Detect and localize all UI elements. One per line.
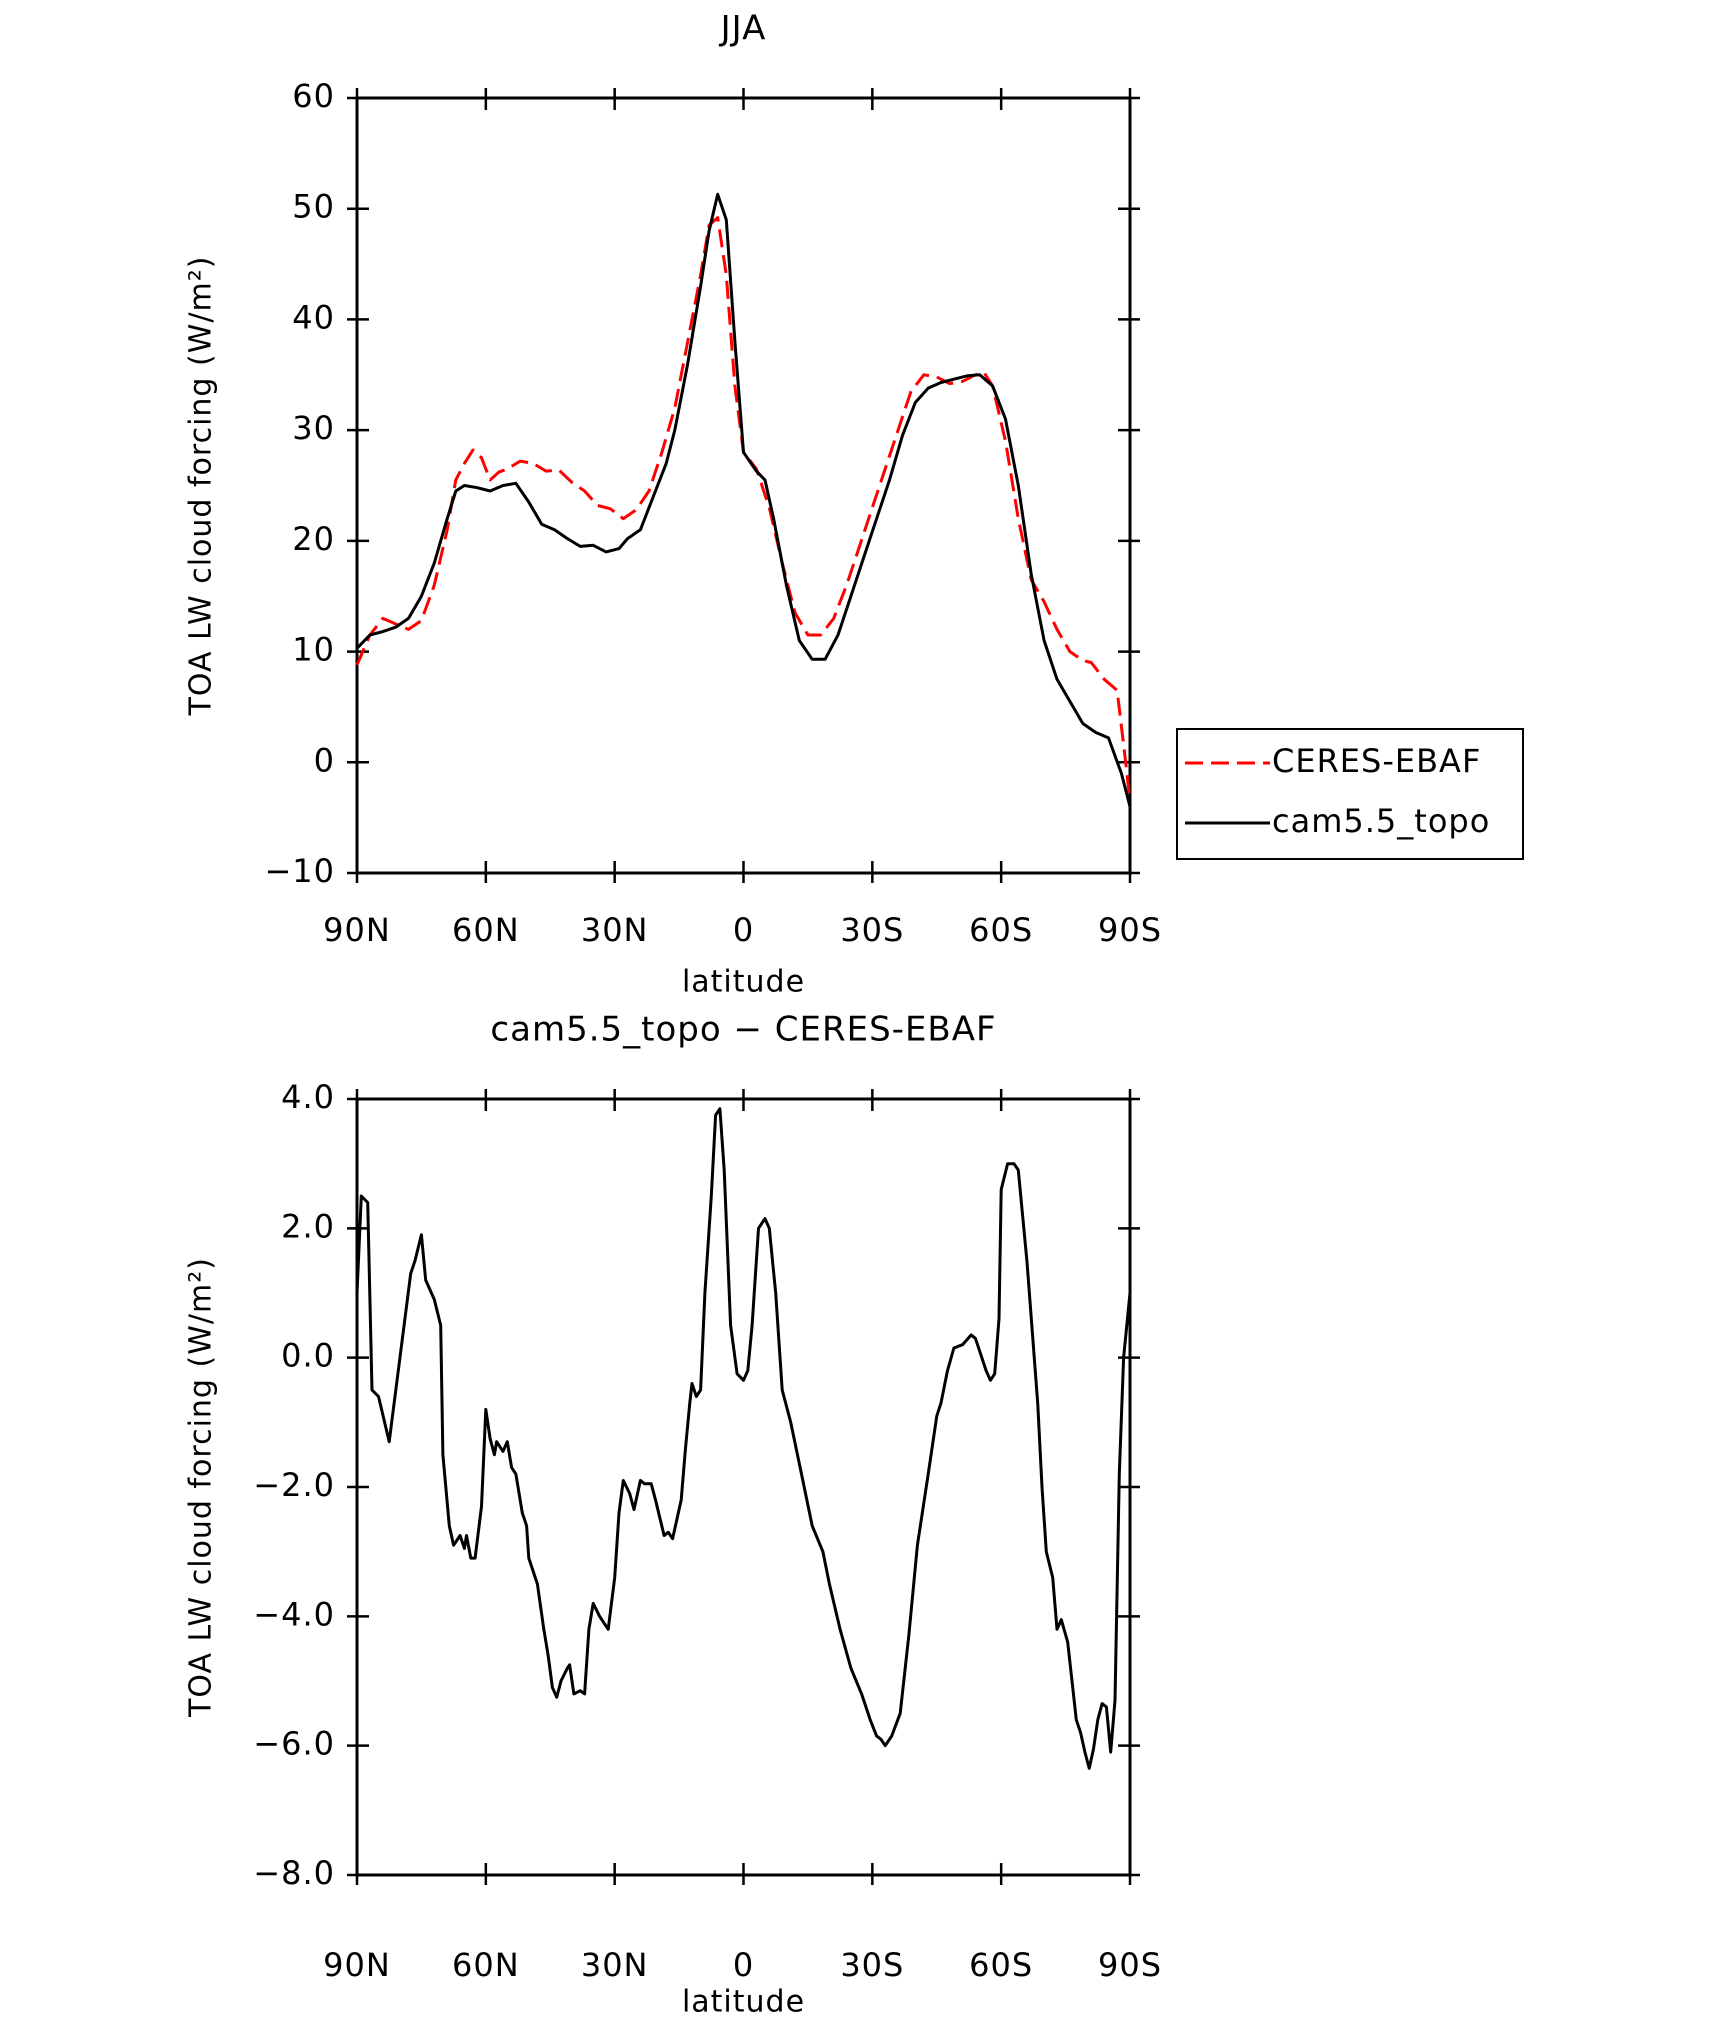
y-tick-label: 40 bbox=[292, 298, 335, 336]
y-tick-label: 30 bbox=[292, 409, 335, 447]
y-tick-label: 10 bbox=[292, 631, 335, 669]
y-tick-label: −10 bbox=[264, 852, 335, 890]
y-tick-label: 0.0 bbox=[281, 1337, 335, 1375]
data-line bbox=[355, 192, 1132, 807]
x-tick-label: 60S bbox=[969, 911, 1033, 949]
x-tick-label: 30N bbox=[581, 1946, 649, 1984]
x-tick-label: 90N bbox=[323, 1946, 391, 1984]
legend-label: cam5.5_topo bbox=[1272, 802, 1490, 840]
y-tick-label: 20 bbox=[292, 520, 335, 558]
data-line bbox=[355, 216, 1132, 802]
x-tick-label: 90S bbox=[1098, 1946, 1162, 1984]
legend-box bbox=[1176, 728, 1524, 860]
y-tick-label: 60 bbox=[292, 77, 335, 115]
y-tick-label: 2.0 bbox=[281, 1207, 335, 1245]
x-tick-label: 0 bbox=[733, 911, 754, 949]
x-tick-label: 90N bbox=[323, 911, 391, 949]
y-tick-label: −2.0 bbox=[253, 1466, 335, 1504]
y-tick-label: −6.0 bbox=[253, 1725, 335, 1763]
y-tick-label: 4.0 bbox=[281, 1078, 335, 1116]
y-axis-label: TOA LW cloud forcing (W/m²) bbox=[184, 1257, 219, 1718]
x-tick-label: 30N bbox=[581, 911, 649, 949]
x-axis-label: latitude bbox=[682, 1985, 805, 2020]
y-tick-label: 50 bbox=[292, 188, 335, 226]
x-tick-label: 30S bbox=[840, 1946, 904, 1984]
chart-title: cam5.5_topo − CERES-EBAF bbox=[490, 1010, 996, 1050]
x-tick-label: 60N bbox=[452, 1946, 520, 1984]
data-line bbox=[355, 1107, 1132, 1770]
x-tick-label: 60S bbox=[969, 1946, 1033, 1984]
legend-label: CERES-EBAF bbox=[1272, 742, 1481, 780]
y-tick-label: −8.0 bbox=[253, 1854, 335, 1892]
y-tick-label: −4.0 bbox=[253, 1595, 335, 1633]
y-tick-label: 0 bbox=[314, 741, 335, 779]
x-tick-label: 0 bbox=[733, 1946, 754, 1984]
x-tick-label: 90S bbox=[1098, 911, 1162, 949]
plot-frame bbox=[355, 96, 1132, 875]
x-tick-label: 60N bbox=[452, 911, 520, 949]
x-tick-label: 30S bbox=[840, 911, 904, 949]
plot-frame bbox=[355, 1097, 1132, 1877]
chart-title: JJA bbox=[719, 9, 767, 49]
y-axis-label: TOA LW cloud forcing (W/m²) bbox=[184, 256, 219, 717]
x-axis-label: latitude bbox=[682, 965, 805, 1000]
